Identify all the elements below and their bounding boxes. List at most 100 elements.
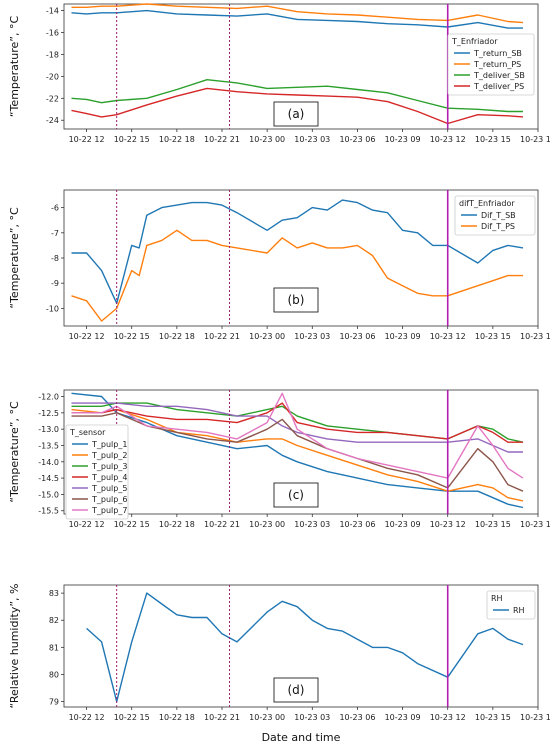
x-axis-label: Date and time	[262, 731, 341, 744]
legend-entry: Dif_T_SB	[481, 211, 516, 220]
x-tick-label: 10-22 12	[69, 135, 105, 144]
x-tick-label: 10-22 12	[69, 332, 105, 341]
panel-label-box	[273, 287, 319, 313]
x-tick-label: 10-23 12	[430, 135, 466, 144]
x-tick-label: 10-23 06	[339, 332, 375, 341]
x-tick-label: 10-23 03	[294, 713, 330, 722]
legend-entry: T_deliver_SB	[473, 71, 525, 80]
legend-entry: T_pulp_3	[91, 462, 127, 471]
y-tick-label: 80	[49, 670, 59, 679]
y-axis-label: “Temperature”, °C	[8, 207, 21, 309]
x-tick-label: 10-22 18	[159, 135, 195, 144]
x-tick-label: 10-23 03	[294, 135, 330, 144]
panel-2: -6 -7 -8 -9 -10 10-22 12 10-22 15 10-22 18 10-22…	[8, 189, 550, 341]
x-tick-label: 10-23 03	[294, 520, 330, 529]
y-tick-label: -14.0	[38, 458, 59, 467]
x-tick-label: 10-22 15	[114, 332, 150, 341]
y-tick-label: -16	[46, 29, 59, 38]
x-tick-label: 10-22 18	[159, 332, 195, 341]
y-axis-label: “Temperature”, °C	[8, 16, 21, 118]
x-tick-label: 10-23 03	[294, 332, 330, 341]
y-tick-label: -20	[46, 72, 59, 81]
legend-entry: T_return_SB	[473, 49, 522, 58]
y-tick-label: -14	[46, 7, 59, 16]
x-tick-label: 10-23 00	[249, 520, 285, 529]
panel-label: (c)	[288, 488, 304, 502]
series-line-t-pulp-2	[71, 408, 524, 502]
x-tick-label: 10-22 18	[159, 520, 195, 529]
x-tick-label: 10-23 06	[339, 135, 375, 144]
series-line-dif-t-ps	[71, 229, 523, 322]
x-tick-label: 10-23 12	[430, 713, 466, 722]
x-tick-label: 10-23 18	[520, 713, 550, 722]
y-tick-label: -7	[51, 229, 59, 238]
series-line-t-return-ps	[71, 3, 524, 24]
x-tick-label: 10-23 15	[475, 135, 511, 144]
series-line-dif-t-sb	[71, 199, 524, 304]
x-tick-label: 10-23 06	[339, 713, 375, 722]
y-tick-label: 82	[49, 616, 59, 625]
y-tick-label: -6	[51, 204, 59, 213]
x-tick-label: 10-23 15	[475, 713, 511, 722]
legend-box	[447, 33, 535, 96]
y-tick-label: -22	[46, 94, 59, 103]
legend-box	[486, 590, 536, 620]
panel-3: -12.0 -12.5 -13.0 -13.5 -14.0 -14.5 -15.0 -15.5…	[8, 389, 550, 529]
panel-label-box	[273, 101, 319, 127]
legend-title: T_Enfriador	[451, 37, 498, 46]
y-tick-label: 79	[49, 698, 59, 707]
x-tick-label: 10-23 12	[430, 520, 466, 529]
y-tick-label: -24	[46, 116, 59, 125]
panel-label-box	[273, 677, 319, 703]
y-axis-label: “Relative humidity”, %	[8, 584, 21, 709]
legend-entry: T_pulp_4	[91, 473, 127, 482]
y-axis-label: “Temperature”, °C	[8, 401, 21, 503]
series-line-t-return-sb	[71, 9, 523, 29]
y-tick-label: -10	[46, 304, 59, 313]
x-tick-label: 10-22 12	[69, 713, 105, 722]
x-tick-label: 10-23 18	[520, 135, 550, 144]
x-tick-label: 10-22 15	[114, 520, 150, 529]
legend-entry: T_return_PS	[473, 60, 521, 69]
y-tick-label: -18	[46, 50, 59, 59]
series-line-t-pulp-5	[71, 402, 523, 453]
legend-entry: Dif_T_PS	[481, 222, 515, 231]
plot-frame	[63, 3, 539, 130]
x-tick-label: 10-23 06	[339, 520, 375, 529]
plot-frame	[63, 389, 539, 515]
x-tick-label: 10-22 18	[159, 713, 195, 722]
x-tick-label: 10-22 12	[69, 520, 105, 529]
x-tick-label: 10-23 09	[385, 135, 421, 144]
legend-title: difT_Enfriador	[459, 199, 515, 208]
panel-1: -14 -16 -18 -20 -22 -24 10-22 12 10-22 15 10-22 …	[8, 3, 550, 144]
x-tick-label: 10-23 15	[475, 520, 511, 529]
x-tick-label: 10-22 21	[204, 520, 240, 529]
x-tick-label: 10-22 15	[114, 713, 150, 722]
series-line-t-pulp-7	[71, 392, 524, 479]
y-tick-label: -12.5	[38, 409, 59, 418]
y-tick-label: -13.5	[38, 441, 59, 450]
x-tick-label: 10-23 15	[475, 332, 511, 341]
legend-entry: T_deliver_PS	[473, 82, 524, 91]
x-tick-label: 10-22 21	[204, 135, 240, 144]
x-tick-label: 10-23 12	[430, 332, 466, 341]
panel-label: (a)	[288, 107, 305, 121]
y-tick-label: -9	[51, 279, 59, 288]
x-tick-label: 10-22 21	[204, 332, 240, 341]
legend-title: RH	[491, 594, 503, 603]
series-line-t-pulp-6	[71, 412, 524, 492]
legend-entry: T_pulp_7	[91, 506, 127, 515]
x-tick-label: 10-23 00	[249, 332, 285, 341]
y-tick-label: -12.0	[38, 393, 59, 402]
panel-label-box	[273, 482, 319, 508]
x-tick-label: 10-23 18	[520, 520, 550, 529]
legend-entry: RH	[513, 606, 525, 615]
y-tick-label: 83	[49, 589, 59, 598]
series-line-t-pulp-1	[71, 392, 524, 509]
x-tick-label: 10-22 15	[114, 135, 150, 144]
series-line-t-deliver-ps	[71, 87, 524, 125]
legend-entry: T_pulp_6	[91, 495, 127, 504]
x-tick-label: 10-23 09	[385, 332, 421, 341]
legend-entry: T_pulp_5	[91, 484, 127, 493]
